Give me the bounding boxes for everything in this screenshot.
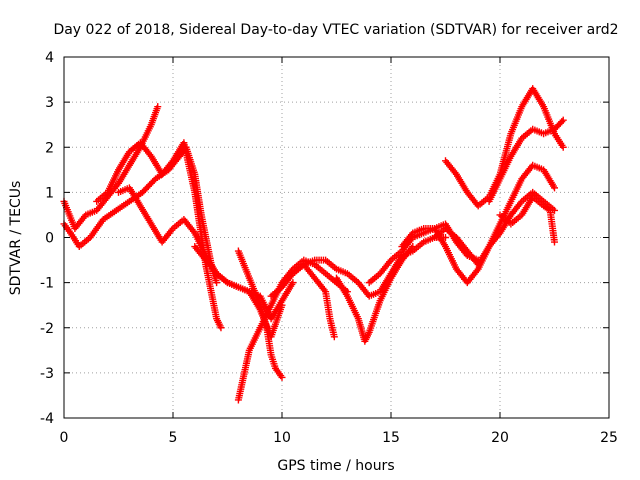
data-point-marker	[289, 279, 297, 287]
data-point-marker	[551, 238, 558, 246]
axis-ticks	[63, 56, 610, 419]
x-axis-label: GPS time / hours	[277, 458, 394, 474]
y-tick-label: 0	[45, 231, 54, 247]
grid-lines	[64, 57, 609, 418]
data-point-marker	[558, 118, 566, 126]
y-tick-label: -4	[40, 411, 54, 427]
x-tick-label: 15	[382, 430, 400, 446]
data-point-marker	[559, 116, 567, 124]
data-point-marker	[409, 243, 417, 251]
data-point-marker	[154, 103, 162, 111]
x-tick-label: 10	[273, 430, 291, 446]
y-tick-label: -3	[40, 366, 54, 382]
data-point-marker	[559, 143, 567, 151]
satellite-track-12	[442, 85, 567, 210]
satellite-track-7	[234, 247, 286, 381]
satellite-track-16	[496, 193, 558, 246]
y-tick-label: 1	[45, 185, 54, 201]
x-tick-labels: 0 5 10 15 20 25	[60, 430, 618, 446]
satellite-track-14	[398, 188, 558, 287]
y-tick-label: -1	[40, 276, 54, 292]
y-tick-label: 2	[45, 140, 54, 156]
data-point-marker	[217, 324, 225, 332]
satellite-track-9	[289, 234, 449, 300]
y-tick-label: 3	[45, 95, 54, 111]
y-tick-labels: 4 3 2 1 0 -1 -2 -3 -4	[40, 50, 54, 427]
data-point-marker	[551, 184, 558, 192]
x-tick-label: 0	[60, 430, 69, 446]
data-point-marker	[278, 373, 286, 381]
x-tick-label: 25	[600, 430, 618, 446]
y-tick-label: -2	[40, 321, 54, 337]
data-point-marker	[330, 333, 338, 341]
x-tick-label: 5	[169, 430, 178, 446]
satellite-track-10	[333, 243, 417, 345]
data-points	[60, 85, 567, 404]
chart-title: Day 022 of 2018, Sidereal Day-to-day VTE…	[53, 22, 618, 38]
y-tick-label: 4	[45, 50, 54, 66]
data-point-marker	[213, 279, 221, 287]
x-tick-label: 20	[491, 430, 509, 446]
y-axis-label: SDTVAR / TECUs	[8, 181, 24, 296]
satellite-track-15	[485, 116, 567, 205]
